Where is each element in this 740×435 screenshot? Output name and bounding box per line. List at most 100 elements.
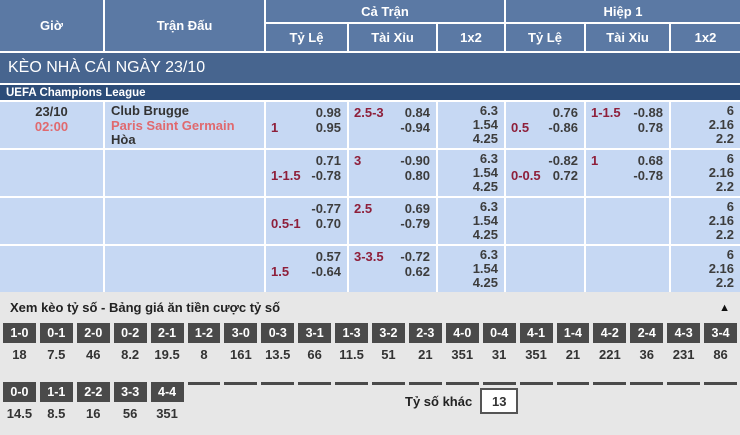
match-teams-cell: Club Brugge Paris Saint Germain Hòa — [105, 102, 264, 148]
score-cell: 0-0 — [3, 382, 36, 402]
draw-label: Hòa — [111, 132, 136, 147]
score-column: 2-0 46 — [75, 323, 112, 366]
page-title: KÈO NHÀ CÁI NGÀY 23/10 — [0, 53, 740, 83]
score-section-header[interactable]: Xem kèo tỷ số - Bảng giá ăn tiền cược tỷ… — [0, 292, 740, 323]
odds-value: 0.84 — [404, 105, 430, 120]
score-cell: 4-2 — [593, 323, 627, 343]
h1-handicap-cell — [506, 198, 584, 244]
ft-1x2-cell: 6.3 1.54 4.25 — [438, 246, 504, 292]
score-section-title: Xem kèo tỷ số - Bảng giá ăn tiền cược tỷ… — [10, 300, 281, 315]
score-odds: 51 — [381, 347, 396, 362]
match-teams-cell — [105, 246, 264, 292]
h1-handicap-cell: -0.82 0-0.5 0.72 — [506, 150, 584, 196]
score-odds: 14.5 — [6, 406, 33, 421]
score-odds: 8.5 — [47, 406, 66, 421]
odds-line: 2.5-3 0.84 — [354, 105, 430, 120]
score-column: 3-4 86 — [702, 323, 739, 366]
handicap-value: 0.5 — [511, 120, 530, 135]
match-time-cell — [0, 150, 103, 196]
score-column: 0-2 8.2 — [112, 323, 149, 366]
score-column: 3-1 66 — [296, 323, 333, 366]
collapse-arrow-icon[interactable]: ▲ — [719, 301, 730, 314]
score-column-empty — [296, 382, 333, 425]
odds-value: 2.2 — [715, 275, 734, 290]
score-cell: 2-0 — [76, 323, 110, 343]
odds-table: Giờ Trận Đấu Cả Trận Hiệp 1 Tỷ Lệ Tài Xỉ… — [0, 0, 740, 292]
ft-1x2-cell: 6.3 1.54 4.25 — [438, 198, 504, 244]
ft-overunder-cell: 2.5 0.69 -0.79 — [349, 198, 436, 244]
score-column-empty — [481, 382, 518, 425]
score-column: 2-4 36 — [628, 323, 665, 366]
ft-overunder-cell: 3-3.5 -0.72 0.62 — [349, 246, 436, 292]
score-odds: 21 — [418, 347, 433, 362]
score-cell-empty — [187, 382, 221, 385]
odds-value: 6.3 — [479, 199, 498, 214]
handicap-value: 1 — [271, 120, 279, 135]
score-column: 1-0 18 — [1, 323, 38, 366]
score-odds: 11.5 — [339, 347, 364, 362]
score-column-empty — [665, 382, 702, 425]
odds-line: 0.57 — [271, 249, 341, 264]
score-cell-empty — [408, 382, 442, 385]
score-odds: 8.2 — [121, 347, 140, 362]
score-cell: 4-4 — [150, 382, 184, 402]
score-column: 4-0 351 — [444, 323, 481, 366]
handicap-value: 0-0.5 — [511, 168, 541, 183]
score-cell: 4-3 — [667, 323, 701, 343]
odds-line: -0.78 — [591, 168, 663, 183]
score-cell: 4-1 — [519, 323, 553, 343]
col-header-h1-overunder: Tài Xỉu — [586, 24, 669, 51]
odds-value: 0.95 — [315, 120, 341, 135]
handicap-value: 0.5-1 — [271, 216, 301, 231]
odds-value: 2.16 — [708, 261, 734, 276]
ft-handicap-cell: 0.57 1.5 -0.64 — [266, 246, 347, 292]
score-column-empty — [591, 382, 628, 425]
score-cell-empty — [372, 382, 405, 385]
home-team-name: Club Brugge — [111, 103, 189, 118]
odds-value: 6 — [726, 247, 734, 262]
score-column: 0-1 7.5 — [38, 323, 75, 366]
odds-line: -0.79 — [354, 216, 430, 231]
score-cell-empty — [335, 382, 368, 385]
ft-overunder-cell: 3 -0.90 0.80 — [349, 150, 436, 196]
odds-value: 4.25 — [472, 131, 498, 146]
h1-1x2-cell: 6 2.16 2.2 — [671, 102, 740, 148]
score-column: 1-4 21 — [555, 323, 592, 366]
score-odds: 21 — [565, 347, 581, 362]
match-time-cell: 23/10 02:00 — [0, 102, 103, 148]
odds-line: 1.5 -0.64 — [271, 264, 341, 279]
col-header-time: Giờ — [0, 0, 103, 51]
score-column: 4-1 351 — [518, 323, 555, 366]
score-cell: 4-0 — [445, 323, 479, 343]
match-time-cell — [0, 198, 103, 244]
odds-value: -0.88 — [633, 105, 663, 120]
score-cell: 2-4 — [630, 323, 664, 343]
score-odds: 19.5 — [154, 347, 180, 362]
score-column-empty — [628, 382, 665, 425]
col-header-ft-1x2: 1x2 — [438, 24, 504, 51]
odds-value: 6 — [726, 151, 734, 166]
col-header-ft-handicap: Tỷ Lệ — [266, 24, 347, 51]
score-odds: 66 — [307, 347, 322, 362]
odds-row: 0.71 1-1.5 -0.78 3 -0.90 0.80 6.3 1.54 4.25 -0.82… — [0, 150, 740, 196]
odds-value: 0.80 — [404, 168, 430, 183]
score-column: 2-3 21 — [407, 323, 444, 366]
odds-value: 4.25 — [472, 179, 498, 194]
score-odds: 31 — [491, 347, 507, 362]
score-cell: 1-3 — [335, 323, 368, 343]
score-cell: 1-2 — [187, 323, 221, 343]
score-column: 0-0 14.5 — [1, 382, 38, 425]
odds-value: 6.3 — [479, 151, 498, 166]
odds-row: 0.57 1.5 -0.64 3-3.5 -0.72 0.62 6.3 1.54 4.25 6 2.… — [0, 246, 740, 292]
score-cell: 3-4 — [704, 323, 737, 343]
odds-line: 1 0.95 — [271, 120, 341, 135]
score-odds: 161 — [229, 347, 252, 362]
odds-value: 0.62 — [404, 264, 430, 279]
score-cell: 0-3 — [261, 323, 295, 343]
odds-value: -0.72 — [400, 249, 430, 264]
score-cell: 0-2 — [113, 323, 147, 343]
score-column: 3-0 161 — [222, 323, 259, 366]
odds-value: 2.2 — [715, 131, 734, 146]
score-column: 2-2 16 — [75, 382, 112, 425]
score-cell: 0-4 — [482, 323, 516, 343]
